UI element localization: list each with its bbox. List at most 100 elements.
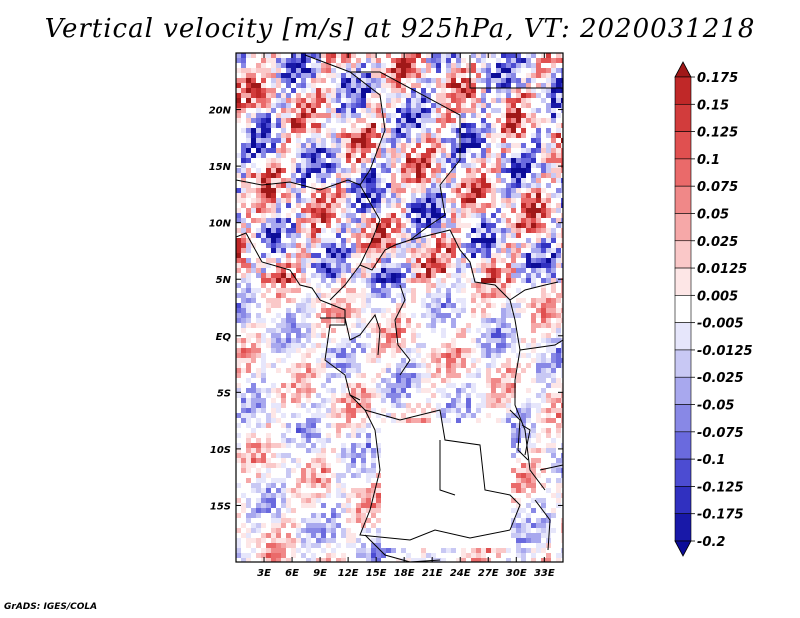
- field-cell: [536, 378, 541, 383]
- field-cell: [501, 248, 506, 253]
- field-cell: [401, 253, 406, 258]
- field-cell: [401, 338, 406, 343]
- field-cell: [376, 153, 381, 158]
- field-cell: [411, 178, 416, 183]
- field-cell: [481, 148, 486, 153]
- field-cell: [506, 418, 511, 423]
- field-cell: [451, 373, 456, 378]
- field-cell: [271, 388, 276, 393]
- field-cell: [346, 213, 351, 218]
- field-cell: [391, 128, 396, 133]
- field-cell: [391, 373, 396, 378]
- field-cell: [366, 518, 371, 523]
- field-cell: [546, 228, 551, 233]
- field-cell: [341, 168, 346, 173]
- field-cell: [511, 508, 516, 513]
- field-cell: [356, 98, 361, 103]
- field-cell: [316, 98, 321, 103]
- field-cell: [496, 293, 501, 298]
- field-cell: [351, 348, 356, 353]
- field-cell: [421, 183, 426, 188]
- field-cell: [306, 348, 311, 353]
- field-cell: [286, 383, 291, 388]
- field-cell: [366, 203, 371, 208]
- field-cell: [401, 243, 406, 248]
- field-cell: [236, 483, 241, 488]
- field-cell: [471, 553, 476, 558]
- field-cell: [266, 303, 271, 308]
- field-cell: [326, 423, 331, 428]
- field-cell: [261, 293, 266, 298]
- field-cell: [261, 508, 266, 513]
- field-cell: [316, 228, 321, 233]
- field-cell: [331, 313, 336, 318]
- field-cell: [326, 543, 331, 548]
- field-cell: [376, 358, 381, 363]
- field-cell: [321, 533, 326, 538]
- field-cell: [321, 343, 326, 348]
- field-cell: [286, 308, 291, 313]
- field-cell: [561, 388, 563, 393]
- field-cell: [286, 473, 291, 478]
- field-cell: [396, 158, 401, 163]
- field-cell: [341, 298, 346, 303]
- field-cell: [396, 133, 401, 138]
- field-cell: [326, 213, 331, 218]
- field-cell: [311, 153, 316, 158]
- field-cell: [501, 198, 506, 203]
- field-cell: [461, 258, 466, 263]
- field-cell: [476, 153, 481, 158]
- field-cell: [271, 213, 276, 218]
- field-cell: [551, 348, 556, 353]
- field-cell: [331, 148, 336, 153]
- field-cell: [546, 193, 551, 198]
- field-cell: [336, 308, 341, 313]
- field-cell: [401, 168, 406, 173]
- field-cell: [551, 168, 556, 173]
- field-cell: [371, 253, 376, 258]
- field-cell: [496, 378, 501, 383]
- field-cell: [536, 148, 541, 153]
- field-cell: [331, 473, 336, 478]
- field-cell: [271, 418, 276, 423]
- field-cell: [386, 383, 391, 388]
- field-cell: [501, 218, 506, 223]
- field-cell: [241, 553, 246, 558]
- field-cell: [356, 318, 361, 323]
- field-cell: [306, 378, 311, 383]
- field-cell: [531, 283, 536, 288]
- field-cell: [346, 403, 351, 408]
- field-cell: [316, 68, 321, 73]
- field-cell: [371, 488, 376, 493]
- field-cell: [346, 508, 351, 513]
- field-cell: [256, 188, 261, 193]
- field-cell: [476, 98, 481, 103]
- field-cell: [296, 163, 301, 168]
- field-cell: [531, 208, 536, 213]
- field-cell: [531, 298, 536, 303]
- field-cell: [301, 423, 306, 428]
- field-cell: [346, 63, 351, 68]
- field-cell: [296, 323, 301, 328]
- field-cell: [551, 103, 556, 108]
- field-cell: [501, 388, 506, 393]
- field-cell: [546, 418, 551, 423]
- field-cell: [376, 63, 381, 68]
- field-cell: [446, 343, 451, 348]
- field-cell: [536, 93, 541, 98]
- field-cell: [401, 403, 406, 408]
- field-cell: [486, 73, 491, 78]
- field-cell: [406, 118, 411, 123]
- field-cell: [366, 333, 371, 338]
- field-cell: [271, 408, 276, 413]
- field-cell: [336, 483, 341, 488]
- field-cell: [381, 238, 386, 243]
- field-cell: [286, 118, 291, 123]
- field-cell: [356, 548, 361, 553]
- field-cell: [316, 478, 321, 483]
- field-cell: [491, 378, 496, 383]
- field-cell: [541, 318, 546, 323]
- field-cell: [401, 263, 406, 268]
- field-cell: [266, 393, 271, 398]
- field-cell: [351, 363, 356, 368]
